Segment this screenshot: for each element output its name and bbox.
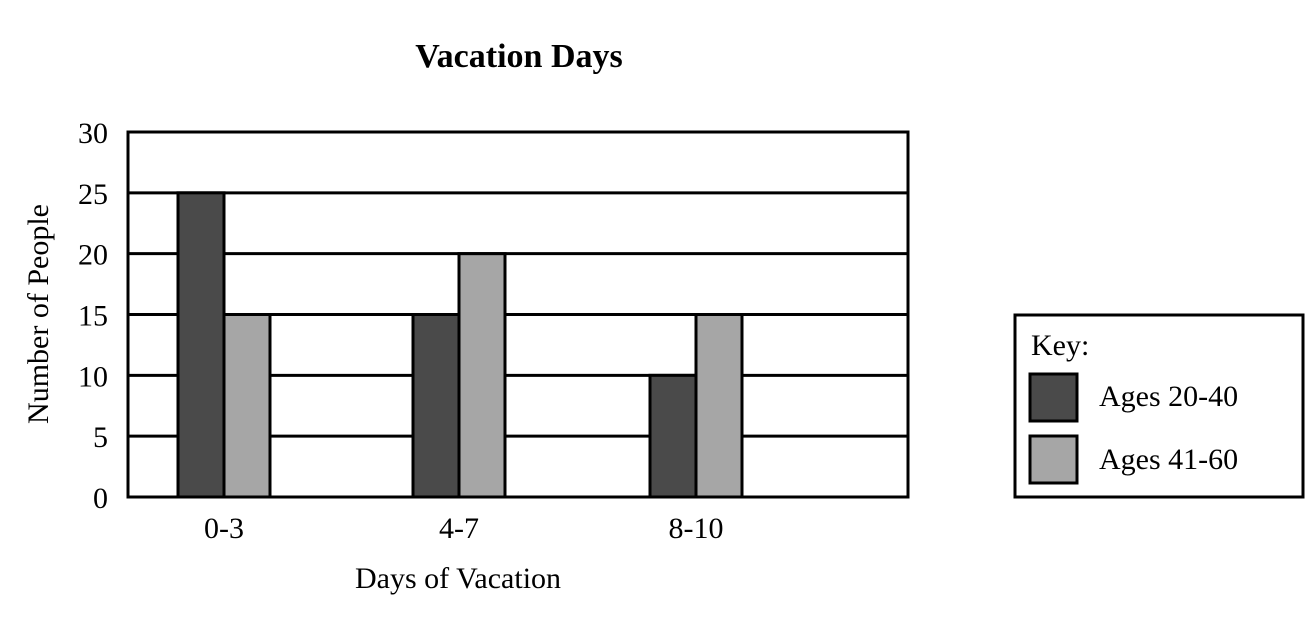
plot-area: 0 5 10 15 20 25 30 0-3 4-7 8-10 [78, 117, 910, 545]
bar-8-10-series-1 [648, 373, 698, 499]
legend: Key: Ages 20-40 Ages 41-60 [1013, 313, 1305, 499]
y-tick-label-10: 10 [78, 360, 108, 393]
legend-entry-ages-20-40: Ages 20-40 [1099, 380, 1238, 413]
legend-title: Key: [1031, 329, 1089, 362]
y-tick-label-5: 5 [93, 421, 108, 454]
y-tick-label-30: 30 [78, 117, 108, 150]
x-tick-label-8-10: 8-10 [669, 512, 724, 545]
legend-swatch-ages-20-40 [1028, 372, 1079, 423]
y-tick-label-15: 15 [78, 300, 108, 333]
legend-swatch-ages-41-60 [1028, 434, 1079, 485]
x-tick-label-4-7: 4-7 [439, 512, 479, 545]
y-axis-label: Number of People [22, 204, 55, 424]
x-tick-label-0-3: 0-3 [204, 512, 244, 545]
bar-4-7-series-1 [411, 313, 461, 499]
bar-8-10-series-2 [694, 313, 744, 499]
plot-frame-border [126, 130, 910, 499]
y-tick-label-25: 25 [78, 178, 108, 211]
bar-0-3-series-2 [222, 313, 272, 499]
y-tick-label-0: 0 [93, 482, 108, 515]
bar-4-7-series-2 [457, 252, 507, 499]
legend-entry-ages-41-60: Ages 41-60 [1099, 443, 1238, 476]
y-tick-label-20: 20 [78, 239, 108, 272]
x-axis-label: Days of Vacation [355, 562, 561, 595]
bar-0-3-series-1 [176, 191, 226, 499]
chart-title: Vacation Days [415, 38, 623, 75]
